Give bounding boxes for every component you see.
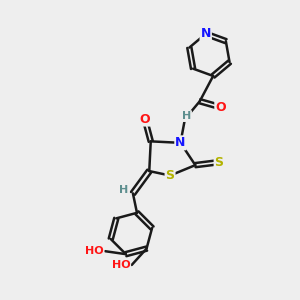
Text: S: S [214,156,224,169]
Text: N: N [200,27,211,40]
Text: S: S [166,169,175,182]
Text: HO: HO [112,260,130,270]
Text: H: H [119,185,129,195]
Text: N: N [175,136,186,149]
Text: H: H [182,111,191,121]
Text: O: O [140,112,150,126]
Text: HO: HO [85,246,104,256]
Text: O: O [215,101,226,114]
